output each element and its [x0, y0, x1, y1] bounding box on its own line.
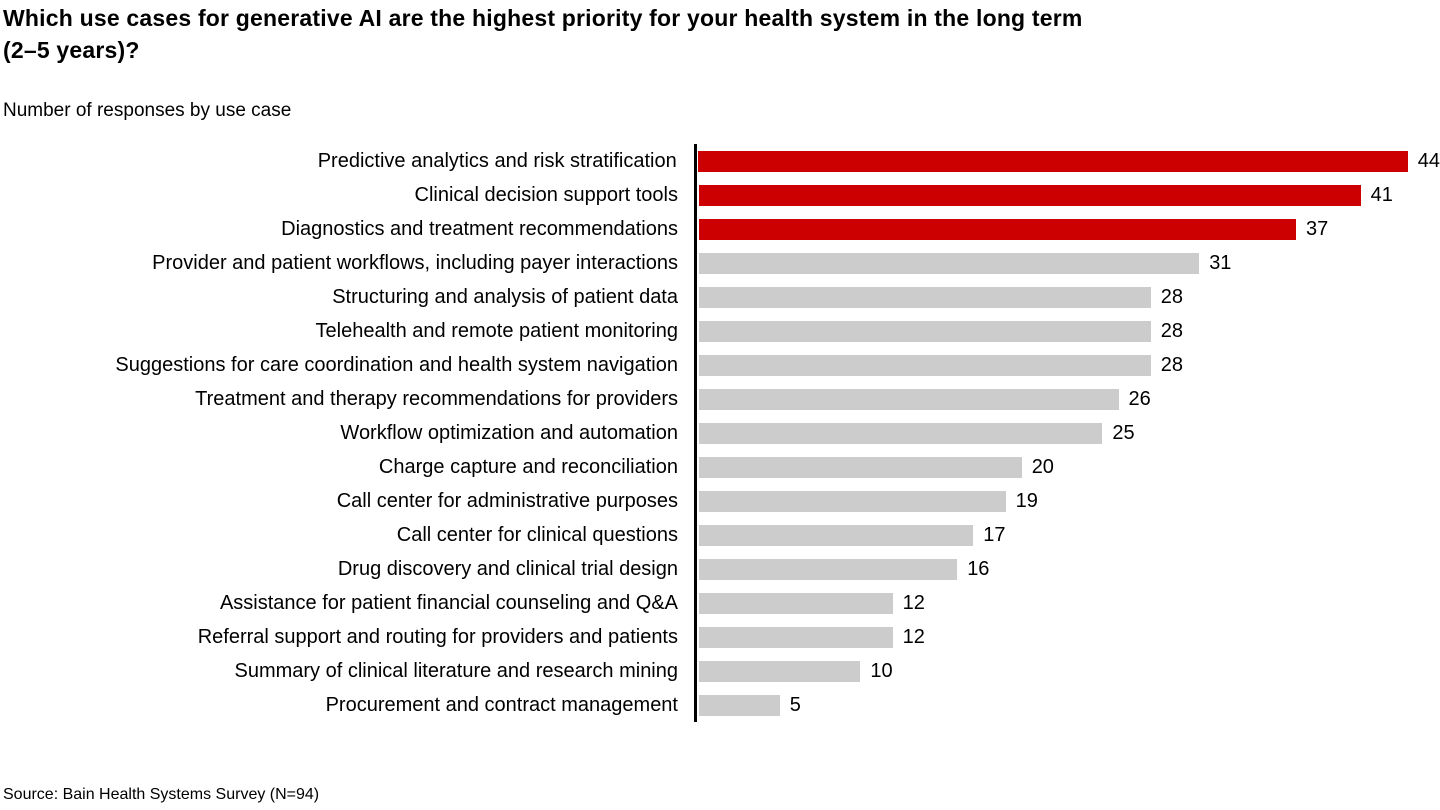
bar-track: 25 — [699, 416, 1440, 450]
bar-track: 5 — [699, 688, 1440, 722]
bar — [699, 184, 1361, 206]
bar-row: Telehealth and remote patient monitoring… — [0, 314, 1440, 348]
category-label: Call center for administrative purposes — [336, 490, 678, 512]
category-label: Structuring and analysis of patient data — [332, 286, 678, 308]
category-label: Summary of clinical literature and resea… — [234, 660, 678, 682]
bar-track: 44 — [697, 144, 1440, 178]
bar — [699, 490, 1006, 512]
value-label: 25 — [1112, 421, 1135, 444]
chart-title-line1: Which use cases for generative AI are th… — [3, 5, 1083, 31]
category-label: Clinical decision support tools — [414, 184, 678, 206]
category-label: Treatment and therapy recommendations fo… — [195, 388, 678, 410]
bar-track: 12 — [699, 586, 1440, 620]
bar-row: Summary of clinical literature and resea… — [0, 654, 1440, 688]
bar-row: Treatment and therapy recommendations fo… — [0, 382, 1440, 416]
bar — [699, 286, 1151, 308]
value-label: 12 — [902, 591, 925, 614]
bar-rows: Predictive analytics and risk stratifica… — [0, 144, 1440, 722]
chart-title: Which use cases for generative AI are th… — [3, 2, 1083, 66]
bar-track: 19 — [699, 484, 1440, 518]
bar — [699, 592, 893, 614]
bar-track: 16 — [699, 552, 1440, 586]
bar-row: Workflow optimization and automation 25 — [0, 416, 1440, 450]
bar-track: 31 — [699, 246, 1440, 280]
category-label: Referral support and routing for provide… — [197, 626, 678, 648]
category-label: Procurement and contract management — [325, 694, 678, 716]
bar — [699, 524, 974, 546]
bar — [699, 456, 1022, 478]
category-label: Drug discovery and clinical trial design — [337, 558, 678, 580]
category-label: Diagnostics and treatment recommendation… — [281, 218, 678, 240]
bar-row: Clinical decision support tools 41 — [0, 178, 1440, 212]
bar-track: 12 — [699, 620, 1440, 654]
value-label: 28 — [1160, 285, 1184, 308]
bar-track: 28 — [699, 314, 1440, 348]
bar-row: Drug discovery and clinical trial design… — [0, 552, 1440, 586]
bar-row: Suggestions for care coordination and he… — [0, 348, 1440, 382]
value-label: 37 — [1306, 217, 1329, 240]
category-label: Workflow optimization and automation — [340, 422, 678, 444]
category-label: Telehealth and remote patient monitoring — [315, 320, 678, 342]
bar — [699, 354, 1151, 376]
bar-track: 10 — [699, 654, 1440, 688]
bar — [699, 422, 1103, 444]
value-label: 44 — [1417, 149, 1440, 172]
y-axis-line — [694, 144, 697, 722]
value-label: 19 — [1015, 489, 1038, 512]
bar-track: 28 — [699, 280, 1440, 314]
bar-row: Provider and patient workflows, includin… — [0, 246, 1440, 280]
bar-track: 37 — [699, 212, 1440, 246]
category-label: Predictive analytics and risk stratifica… — [317, 150, 677, 172]
bar — [699, 694, 780, 716]
category-label: Charge capture and reconciliation — [378, 456, 678, 478]
value-label: 12 — [902, 625, 925, 648]
bar — [699, 558, 958, 580]
bar — [699, 252, 1200, 274]
bar — [699, 320, 1151, 342]
value-label: 17 — [983, 523, 1006, 546]
bar-track: 41 — [699, 178, 1440, 212]
bar-row: Referral support and routing for provide… — [0, 620, 1440, 654]
bar-row: Call center for administrative purposes 1… — [0, 484, 1440, 518]
category-label: Suggestions for care coordination and he… — [115, 354, 678, 376]
bar — [699, 660, 861, 682]
value-label: 5 — [789, 693, 801, 716]
bar — [699, 388, 1119, 410]
category-label: Assistance for patient financial counsel… — [219, 592, 678, 614]
value-label: 28 — [1160, 353, 1184, 376]
chart-title-line2: (2–5 years)? — [3, 37, 140, 63]
bar-row: Assistance for patient financial counsel… — [0, 586, 1440, 620]
category-label: Provider and patient workflows, includin… — [152, 252, 678, 274]
bar-chart: Predictive analytics and risk stratifica… — [0, 144, 1440, 722]
bar-track: 17 — [699, 518, 1440, 552]
bar-row: Procurement and contract management 5 — [0, 688, 1440, 722]
value-label: 16 — [967, 557, 990, 580]
source-note: Source: Bain Health Systems Survey (N=94… — [3, 786, 320, 803]
bar-row: Diagnostics and treatment recommendation… — [0, 212, 1440, 246]
category-label: Call center for clinical questions — [396, 524, 678, 546]
value-label: 41 — [1370, 183, 1393, 206]
bar — [697, 150, 1408, 172]
bar-row: Predictive analytics and risk stratifica… — [0, 144, 1440, 178]
bar-track: 28 — [699, 348, 1440, 382]
bar — [699, 626, 893, 648]
bar-track: 26 — [699, 382, 1440, 416]
value-label: 10 — [870, 659, 893, 682]
value-label: 28 — [1160, 319, 1184, 342]
value-label: 31 — [1209, 251, 1232, 274]
bar-row: Call center for clinical questions 17 — [0, 518, 1440, 552]
bar-row: Charge capture and reconciliation 20 — [0, 450, 1440, 484]
value-label: 20 — [1031, 455, 1054, 478]
bar-row: Structuring and analysis of patient data… — [0, 280, 1440, 314]
bar — [699, 218, 1296, 240]
chart-subtitle: Number of responses by use case — [3, 100, 292, 121]
value-label: 26 — [1128, 387, 1151, 410]
bar-track: 20 — [699, 450, 1440, 484]
